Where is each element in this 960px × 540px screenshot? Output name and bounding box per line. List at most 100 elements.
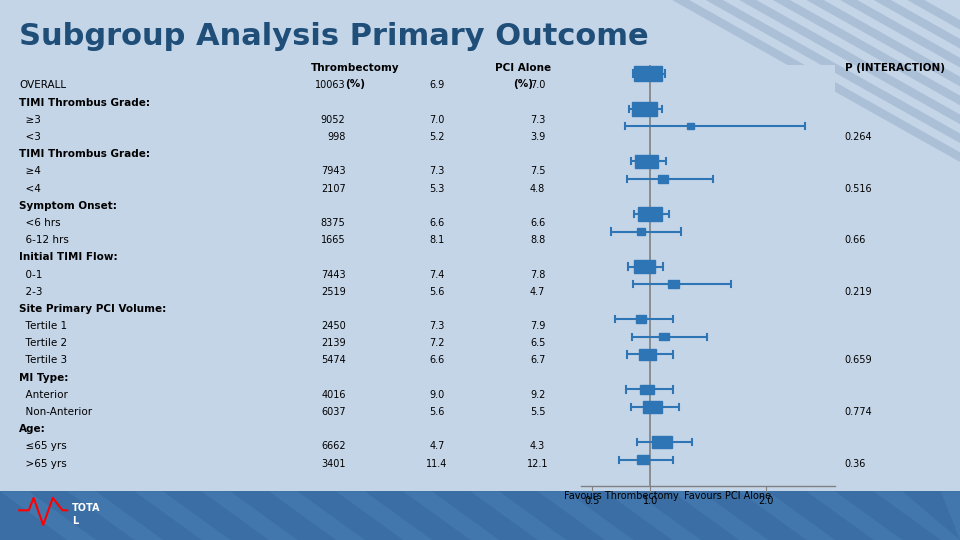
Text: 4016: 4016: [321, 390, 346, 400]
Text: Site Primary PCI Volume:: Site Primary PCI Volume:: [19, 304, 166, 314]
Text: >65 yrs: >65 yrs: [19, 458, 67, 469]
Text: 6.6: 6.6: [530, 218, 545, 228]
Text: Tertile 2: Tertile 2: [19, 338, 67, 348]
Text: <4: <4: [19, 184, 41, 193]
Bar: [632, 102, 657, 116]
Text: <3: <3: [19, 132, 41, 142]
Text: 0.516: 0.516: [845, 184, 873, 193]
Bar: [660, 333, 669, 341]
Text: 9.2: 9.2: [530, 390, 545, 400]
Text: 4.3: 4.3: [530, 442, 545, 451]
Text: <6 hrs: <6 hrs: [19, 218, 60, 228]
Text: 7.5: 7.5: [530, 166, 545, 177]
Polygon shape: [773, 0, 960, 105]
Polygon shape: [739, 0, 960, 124]
Text: 0.219: 0.219: [845, 287, 873, 297]
Text: 5.6: 5.6: [429, 287, 444, 297]
Text: L: L: [72, 516, 79, 526]
Text: PCI Alone: PCI Alone: [495, 63, 551, 73]
Text: 7443: 7443: [321, 269, 346, 280]
Text: 7.3: 7.3: [429, 166, 444, 177]
Polygon shape: [202, 491, 298, 540]
Text: 5.2: 5.2: [429, 132, 444, 142]
Text: 6.6: 6.6: [429, 218, 444, 228]
Text: Subgroup Analysis Primary Outcome: Subgroup Analysis Primary Outcome: [19, 22, 649, 51]
Text: TIMI Thrombus Grade:: TIMI Thrombus Grade:: [19, 149, 150, 159]
Polygon shape: [134, 491, 230, 540]
Text: 6.6: 6.6: [429, 355, 444, 366]
Polygon shape: [672, 0, 960, 162]
Text: (%): (%): [514, 79, 533, 89]
Text: 2107: 2107: [321, 184, 346, 193]
Text: 7.8: 7.8: [530, 269, 545, 280]
Text: 7.2: 7.2: [429, 338, 444, 348]
Text: 5.3: 5.3: [429, 184, 444, 193]
Polygon shape: [470, 491, 566, 540]
Text: 8375: 8375: [321, 218, 346, 228]
Text: 7.0: 7.0: [530, 80, 545, 90]
Polygon shape: [907, 0, 960, 30]
Polygon shape: [672, 491, 768, 540]
Text: 2-3: 2-3: [19, 287, 42, 297]
Text: 6.5: 6.5: [530, 338, 545, 348]
Bar: [639, 385, 654, 394]
Text: Favours Thrombectomy: Favours Thrombectomy: [564, 491, 679, 502]
Polygon shape: [269, 491, 365, 540]
Text: Initial TIMI Flow:: Initial TIMI Flow:: [19, 252, 118, 262]
Text: 12.1: 12.1: [527, 458, 548, 469]
Text: 0.774: 0.774: [845, 407, 873, 417]
Bar: [636, 155, 659, 168]
Text: TIMI Thrombus Grade:: TIMI Thrombus Grade:: [19, 98, 150, 107]
Text: 4.8: 4.8: [530, 184, 545, 193]
Text: 5.5: 5.5: [530, 407, 545, 417]
Text: 6.9: 6.9: [429, 80, 444, 90]
Text: P (INTERACTION): P (INTERACTION): [845, 63, 945, 73]
Text: 3.9: 3.9: [530, 132, 545, 142]
Text: Symptom Onset:: Symptom Onset:: [19, 201, 117, 211]
Text: OVERALL: OVERALL: [19, 80, 66, 90]
Bar: [637, 455, 650, 464]
Bar: [0, 491, 960, 540]
Text: Thrombectomy: Thrombectomy: [311, 63, 399, 73]
Text: 6.7: 6.7: [530, 355, 545, 366]
Text: Non-Anterior: Non-Anterior: [19, 407, 92, 417]
Text: (%): (%): [346, 79, 365, 89]
Bar: [634, 66, 661, 81]
Bar: [668, 280, 679, 288]
Text: ≥3: ≥3: [19, 115, 41, 125]
Polygon shape: [941, 491, 960, 540]
Polygon shape: [67, 491, 163, 540]
Text: 6037: 6037: [321, 407, 346, 417]
Polygon shape: [806, 0, 960, 86]
Text: 7.3: 7.3: [530, 115, 545, 125]
Text: 2450: 2450: [321, 321, 346, 331]
Text: MI Type:: MI Type:: [19, 373, 68, 383]
Polygon shape: [806, 491, 902, 540]
Polygon shape: [739, 491, 835, 540]
Text: 11.4: 11.4: [426, 458, 447, 469]
Text: 7.4: 7.4: [429, 269, 444, 280]
Bar: [636, 228, 645, 235]
Polygon shape: [336, 491, 432, 540]
Polygon shape: [840, 0, 960, 68]
Polygon shape: [874, 0, 960, 49]
Text: ≤65 yrs: ≤65 yrs: [19, 442, 67, 451]
Text: 0-1: 0-1: [19, 269, 42, 280]
Polygon shape: [403, 491, 499, 540]
Polygon shape: [605, 491, 701, 540]
Polygon shape: [874, 491, 960, 540]
Bar: [659, 176, 667, 183]
Bar: [643, 402, 661, 413]
Bar: [638, 207, 662, 221]
Text: 10063: 10063: [315, 80, 346, 90]
Text: 5.6: 5.6: [429, 407, 444, 417]
Text: TOTA: TOTA: [72, 503, 101, 512]
Text: 7943: 7943: [321, 166, 346, 177]
Text: 8.8: 8.8: [530, 235, 545, 245]
Text: 0.36: 0.36: [845, 458, 866, 469]
Text: 8.1: 8.1: [429, 235, 444, 245]
Bar: [652, 436, 672, 448]
Text: 4.7: 4.7: [429, 442, 444, 451]
Text: 7.3: 7.3: [429, 321, 444, 331]
Text: 6662: 6662: [321, 442, 346, 451]
